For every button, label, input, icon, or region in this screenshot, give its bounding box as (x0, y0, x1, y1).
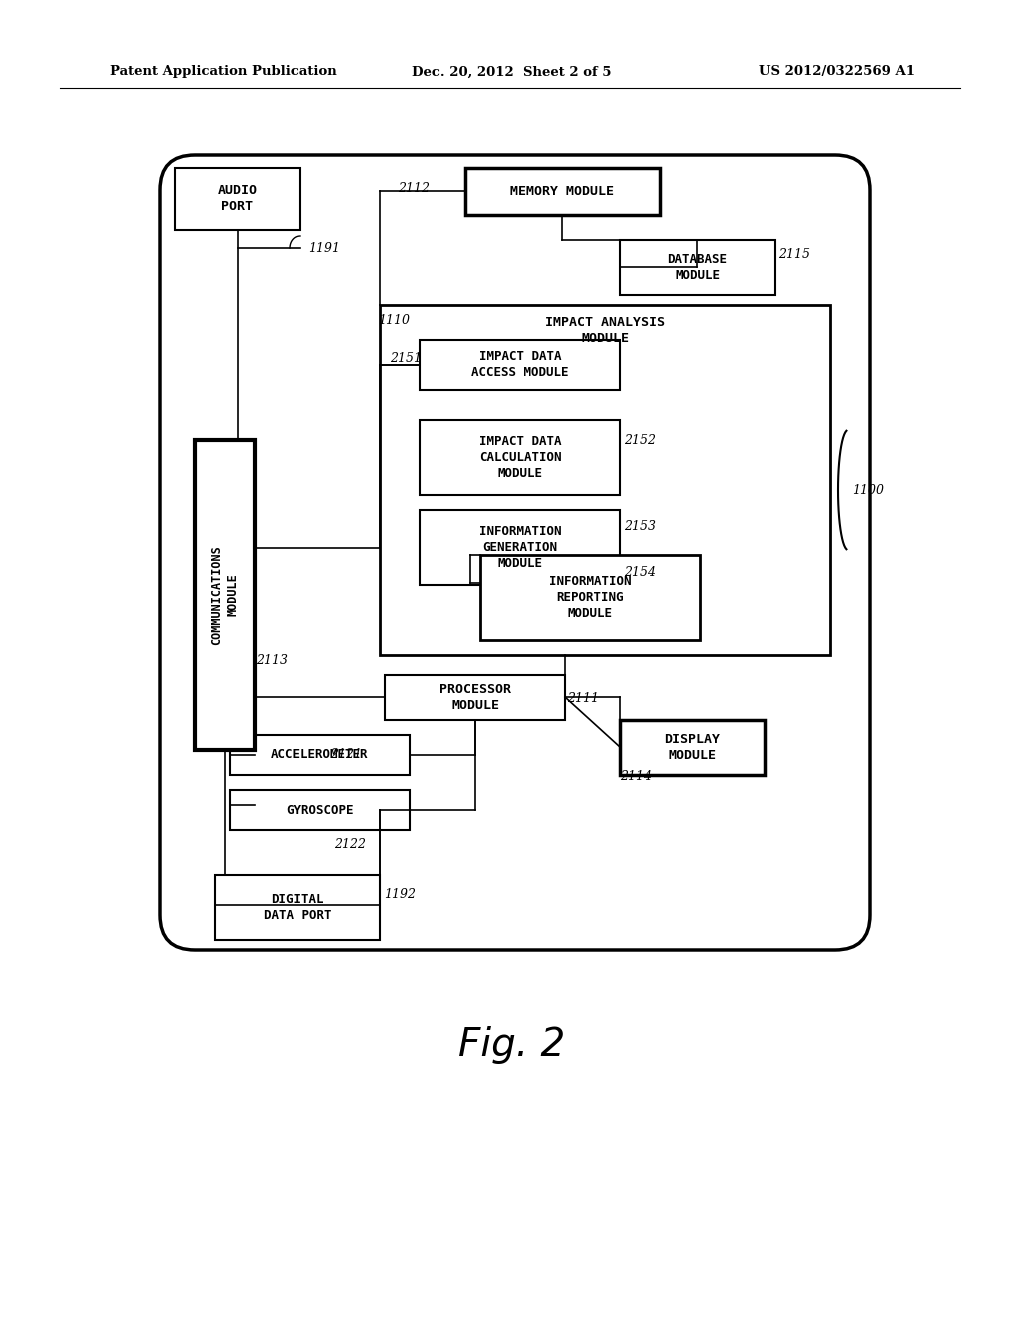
Text: INFORMATION
REPORTING
MODULE: INFORMATION REPORTING MODULE (549, 576, 631, 620)
Text: MEMORY MODULE: MEMORY MODULE (511, 185, 614, 198)
Bar (420, 420, 620, 495)
Text: Fig. 2: Fig. 2 (459, 1026, 565, 1064)
Text: 1110: 1110 (378, 314, 410, 326)
Text: 1191: 1191 (308, 242, 340, 255)
Text: US 2012/0322569 A1: US 2012/0322569 A1 (759, 66, 915, 78)
Text: 2115: 2115 (778, 248, 810, 261)
Text: 2152: 2152 (624, 433, 656, 446)
Bar (380, 305, 830, 655)
Text: Dec. 20, 2012  Sheet 2 of 5: Dec. 20, 2012 Sheet 2 of 5 (413, 66, 611, 78)
Bar (420, 510, 620, 585)
Text: 2113: 2113 (256, 653, 288, 667)
Bar (215, 875, 380, 940)
Text: IMPACT DATA
ACCESS MODULE: IMPACT DATA ACCESS MODULE (471, 351, 568, 380)
Text: 2111: 2111 (567, 692, 599, 705)
Text: DIGITAL
DATA PORT: DIGITAL DATA PORT (264, 894, 331, 921)
Text: 2121: 2121 (330, 748, 362, 762)
Bar (230, 789, 410, 830)
Bar (175, 168, 300, 230)
Bar (385, 675, 565, 719)
Text: IMPACT DATA
CALCULATION
MODULE: IMPACT DATA CALCULATION MODULE (479, 436, 561, 480)
Bar (465, 168, 660, 215)
Text: 2154: 2154 (624, 566, 656, 579)
Text: ACCELEROMETER: ACCELEROMETER (271, 748, 369, 762)
FancyBboxPatch shape (160, 154, 870, 950)
Text: AUDIO
PORT: AUDIO PORT (217, 185, 257, 214)
Text: INFORMATION
GENERATION
MODULE: INFORMATION GENERATION MODULE (479, 525, 561, 570)
Text: IMPACT ANALYSIS
MODULE: IMPACT ANALYSIS MODULE (545, 315, 665, 345)
Text: DATABASE
MODULE: DATABASE MODULE (668, 253, 727, 282)
Text: GYROSCOPE: GYROSCOPE (287, 804, 353, 817)
Text: COMMUNICATIONS
MODULE: COMMUNICATIONS MODULE (211, 545, 240, 645)
Text: 1192: 1192 (384, 888, 416, 902)
Bar (195, 440, 255, 750)
Text: 2153: 2153 (624, 520, 656, 533)
Bar (480, 554, 700, 640)
Bar (620, 240, 775, 294)
Text: 1100: 1100 (852, 483, 884, 496)
Text: DISPLAY
MODULE: DISPLAY MODULE (665, 733, 721, 762)
Bar (230, 735, 410, 775)
Text: 2112: 2112 (398, 181, 430, 194)
Bar (620, 719, 765, 775)
Bar (420, 341, 620, 389)
Text: 2122: 2122 (334, 838, 366, 851)
Text: PROCESSOR
MODULE: PROCESSOR MODULE (439, 682, 511, 711)
Text: 2151: 2151 (390, 351, 422, 364)
Text: Patent Application Publication: Patent Application Publication (110, 66, 337, 78)
Text: 2114: 2114 (620, 771, 652, 784)
